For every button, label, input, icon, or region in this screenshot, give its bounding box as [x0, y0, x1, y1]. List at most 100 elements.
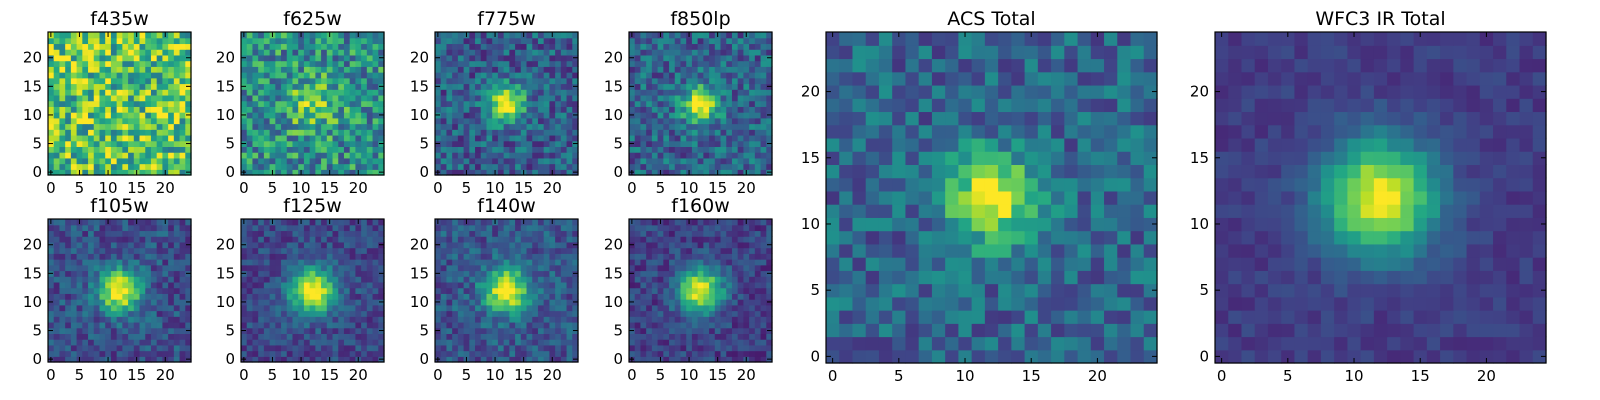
pixel-cell: [99, 219, 106, 226]
pixel-cell: [185, 253, 192, 260]
pixel-cell: [680, 77, 687, 85]
pixel-cell: [116, 304, 123, 312]
pixel-cell: [440, 356, 448, 363]
pixel-cell: [88, 117, 95, 125]
pixel-cell: [691, 140, 699, 147]
pixel-cell: [88, 60, 95, 67]
pixel-cell: [258, 344, 265, 352]
image-cells: [241, 219, 385, 363]
pixel-cell: [65, 123, 72, 130]
pixel-cell: [640, 276, 647, 283]
pixel-cell: [737, 106, 744, 113]
pixel-cell: [674, 72, 682, 79]
pixel-cell: [286, 72, 294, 79]
pixel-cell: [185, 236, 192, 243]
pixel-cell: [309, 350, 316, 357]
pixel-cell: [520, 37, 528, 45]
pixel-cell: [122, 339, 129, 346]
pixel-cell: [657, 100, 664, 107]
pixel-cell: [720, 339, 727, 346]
pixel-cell: [372, 281, 379, 289]
pixel-cell: [452, 339, 459, 346]
pixel-cell: [480, 219, 488, 226]
pixel-cell: [281, 230, 288, 237]
pixel-cell: [93, 281, 101, 289]
pixel-cell: [76, 66, 83, 73]
pixel-cell: [110, 32, 118, 39]
pixel-cell: [263, 259, 271, 266]
pixel-cell: [469, 333, 476, 340]
pixel-cell: [520, 140, 528, 147]
pixel-cell: [560, 281, 568, 289]
pixel-cell: [669, 169, 676, 176]
pixel-cell: [469, 230, 476, 237]
pixel-cell: [343, 356, 351, 363]
pixel-cell: [145, 264, 152, 272]
pixel-cell: [168, 54, 175, 62]
pixel-cell: [286, 230, 294, 237]
pixel-cell: [555, 129, 562, 136]
pixel-cell: [70, 117, 78, 125]
pixel-cell: [332, 293, 339, 300]
pixel-cell: [326, 299, 334, 306]
pixel-cell: [162, 66, 169, 73]
pixel-cell: [173, 236, 181, 243]
pixel-cell: [640, 77, 647, 85]
pixel-cell: [731, 157, 739, 165]
pixel-cell: [70, 146, 78, 153]
pixel-cell: [634, 293, 642, 300]
pixel-cell: [754, 106, 762, 113]
pixel-cell: [99, 37, 106, 45]
pixel-cell: [446, 134, 453, 142]
pixel-cell: [139, 316, 146, 323]
pixel-cell: [714, 106, 722, 113]
pixel-cell: [509, 112, 516, 119]
pixel-cell: [509, 344, 516, 352]
pixel-cell: [110, 169, 118, 176]
pixel-cell: [640, 321, 647, 329]
pixel-cell: [440, 123, 448, 130]
pixel-cell: [139, 152, 146, 159]
pixel-cell: [332, 106, 339, 113]
pixel-cell: [560, 299, 568, 306]
pixel-cell: [315, 230, 322, 237]
pixel-cell: [133, 339, 141, 346]
pixel-cell: [760, 276, 767, 283]
pixel-cell: [168, 100, 175, 107]
pixel-cell: [343, 94, 351, 102]
pixel-cell: [53, 259, 61, 266]
pixel-cell: [48, 37, 55, 45]
pixel-cell: [440, 37, 448, 45]
pixel-cell: [532, 134, 539, 142]
pixel-cell: [59, 66, 66, 73]
pixel-cell: [503, 333, 510, 340]
pixel-cell: [509, 117, 516, 125]
pixel-cell: [105, 112, 112, 119]
pixel-cell: [492, 37, 499, 45]
pixel-cell: [105, 140, 112, 147]
pixel-cell: [674, 293, 682, 300]
pixel-cell: [463, 60, 470, 67]
x-tick-label: 20: [156, 366, 175, 384]
pixel-cell: [663, 344, 670, 352]
pixel-cell: [133, 276, 141, 283]
x-tick-label: 10: [99, 366, 118, 384]
pixel-cell: [697, 287, 704, 294]
pixel-cell: [246, 339, 254, 346]
pixel-cell: [309, 94, 316, 102]
pixel-cell: [669, 100, 676, 107]
pixel-cell: [275, 77, 282, 85]
pixel-cell: [634, 77, 642, 85]
pixel-cell: [486, 140, 493, 147]
pixel-cell: [457, 321, 465, 329]
pixel-cell: [269, 94, 276, 102]
pixel-cell: [116, 253, 123, 260]
pixel-cell: [646, 100, 653, 107]
pixel-cell: [686, 276, 693, 283]
pixel-cell: [469, 106, 476, 113]
pixel-cell: [669, 54, 676, 62]
pixel-cell: [640, 112, 647, 119]
pixel-cell: [258, 32, 265, 39]
pixel-cell: [241, 287, 248, 294]
pixel-cell: [70, 140, 78, 147]
